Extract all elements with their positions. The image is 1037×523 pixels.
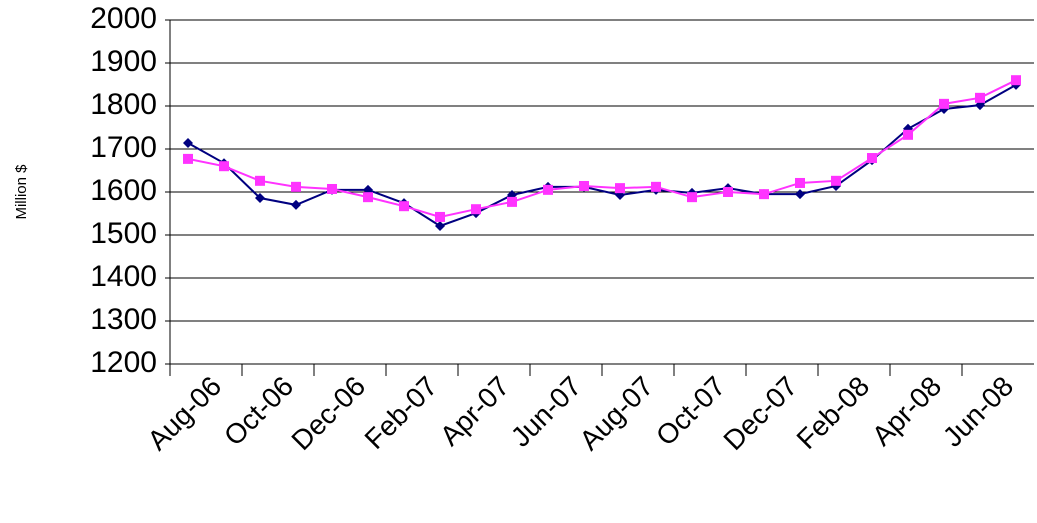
square-marker — [183, 153, 193, 164]
series-line — [187, 79, 1017, 218]
square-marker — [507, 196, 517, 207]
x-tick-label: Jun-08 — [937, 370, 1019, 452]
y-tick-label: 1500 — [90, 217, 157, 250]
square-marker — [939, 98, 949, 109]
x-tick-label: Aug-07 — [573, 370, 659, 456]
x-tick-label: Dec-06 — [285, 370, 371, 456]
square-marker — [291, 181, 301, 192]
y-tick-label: 1700 — [90, 131, 157, 164]
square-marker — [255, 175, 265, 186]
x-tick-label: Feb-07 — [359, 370, 444, 455]
square-marker — [867, 153, 877, 164]
x-tick-label: Oct-07 — [650, 370, 731, 451]
y-tick-label: 1900 — [90, 45, 157, 78]
square-marker — [399, 201, 409, 212]
x-tick-label: Feb-08 — [791, 370, 876, 455]
y-tick-label: 1200 — [90, 346, 157, 379]
square-marker — [759, 189, 769, 200]
x-tick-label: Apr-07 — [434, 370, 515, 451]
square-marker — [903, 129, 913, 140]
x-tick-label: Apr-08 — [866, 370, 947, 451]
x-tick-label: Jun-07 — [505, 370, 587, 452]
square-marker — [543, 184, 553, 195]
y-tick-label: 1400 — [90, 260, 157, 293]
square-marker — [363, 192, 373, 203]
square-marker — [435, 211, 445, 222]
y-tick-label: 1600 — [90, 174, 157, 207]
x-tick-label: Dec-07 — [717, 370, 803, 456]
diamond-marker — [183, 137, 193, 148]
square-marker — [219, 161, 229, 172]
square-marker — [831, 175, 841, 186]
diamond-marker — [795, 189, 805, 200]
x-tick-label: Aug-06 — [141, 370, 227, 456]
square-marker — [579, 180, 589, 191]
square-marker — [795, 177, 805, 188]
y-tick-label: 2000 — [90, 2, 157, 35]
square-marker — [1011, 75, 1021, 86]
square-marker — [615, 183, 625, 194]
x-tick-label: Oct-06 — [218, 370, 299, 451]
square-marker — [471, 204, 481, 215]
square-marker — [975, 92, 985, 103]
square-marker — [687, 192, 697, 203]
y-tick-label: 1300 — [90, 303, 157, 336]
diamond-marker — [435, 220, 445, 231]
diamond-marker — [291, 199, 301, 210]
diamond-marker — [255, 193, 265, 204]
square-marker — [651, 181, 661, 192]
square-marker — [327, 183, 337, 194]
square-marker — [723, 187, 733, 197]
y-tick-label: 1800 — [90, 88, 157, 121]
y-axis-label: Million $ — [13, 164, 30, 220]
